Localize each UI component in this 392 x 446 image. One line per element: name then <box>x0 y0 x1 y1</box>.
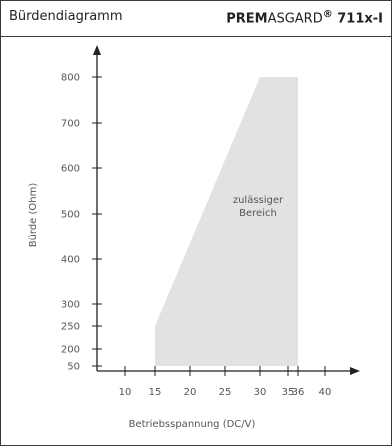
y-tick-label: 50 <box>67 362 80 373</box>
product-name-regular: ASGARD <box>267 11 323 27</box>
y-axis-arrow <box>93 45 101 55</box>
chart-header: Bürdendiagramm PREMASGARD® 711x-I <box>1 1 391 37</box>
x-tick-label: 35 <box>282 387 295 398</box>
x-axis-title: Betriebsspannung (DC/V) <box>129 419 256 430</box>
y-tick-label: 250 <box>61 322 80 333</box>
area-label-line: Bereich <box>239 208 277 219</box>
x-tick-label: 20 <box>184 387 197 398</box>
chart-title: Bürdendiagramm <box>9 9 123 24</box>
product-name-bold-prefix: PREM <box>226 11 268 27</box>
x-tick-label: 25 <box>219 387 232 398</box>
y-tick-label: 300 <box>61 300 80 311</box>
x-tick-label: 30 <box>254 387 267 398</box>
y-tick-label: 500 <box>61 210 80 221</box>
product-name-bold-suffix: 711x-I <box>332 11 383 27</box>
registered-mark: ® <box>322 9 333 20</box>
y-tick-label: 700 <box>61 119 80 130</box>
x-tick-label: 10 <box>119 387 132 398</box>
y-tick-label: 200 <box>61 345 80 356</box>
y-tick-label: 600 <box>61 164 80 175</box>
product-name: PREMASGARD® 711x-I <box>226 9 383 26</box>
y-tick-label: 800 <box>61 73 80 84</box>
x-tick-label: 36 <box>292 387 305 398</box>
x-axis-arrow <box>350 367 360 375</box>
y-axis-title: Bürde (Ohm) <box>28 183 39 248</box>
x-tick-label: 40 <box>319 387 332 398</box>
y-tick-label: 400 <box>61 255 80 266</box>
x-tick-label: 15 <box>149 387 162 398</box>
permitted-area <box>155 77 298 366</box>
area-label-line: zulässiger <box>233 195 284 206</box>
